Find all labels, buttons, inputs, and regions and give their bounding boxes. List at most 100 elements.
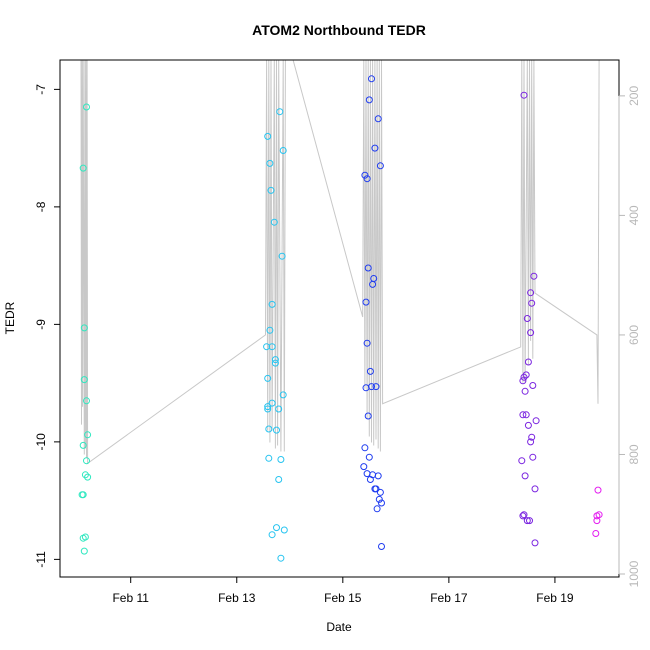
- plot-frame: [59, 59, 620, 578]
- data-point: [520, 373, 528, 381]
- data-point: [592, 530, 600, 537]
- y-axis-label: TEDR: [3, 301, 17, 334]
- x-axis-label: Date: [326, 620, 352, 634]
- y-tick-label: -10: [34, 433, 48, 451]
- data-point: [266, 326, 274, 334]
- data-point: [370, 275, 378, 282]
- y2-tick-label: 200: [627, 86, 641, 106]
- data-point: [522, 371, 530, 379]
- data-point: [373, 505, 381, 513]
- data-point: [531, 485, 539, 493]
- data-point: [364, 412, 372, 420]
- data-point: [276, 108, 284, 116]
- x-tick-label: Feb 13: [218, 591, 256, 605]
- data-point: [279, 147, 287, 154]
- data-point: [84, 431, 92, 439]
- data-point: [264, 403, 272, 411]
- x-tick-label: Feb 19: [536, 591, 574, 605]
- y2-trace-line: [80, 60, 600, 465]
- data-point: [264, 374, 272, 382]
- data-point: [593, 517, 601, 525]
- data-point: [270, 218, 278, 226]
- data-point: [266, 159, 274, 167]
- y2-tick-label: 1000: [627, 560, 641, 587]
- data-point: [80, 547, 88, 555]
- data-point: [365, 453, 373, 461]
- data-point: [527, 289, 535, 297]
- data-point: [363, 175, 371, 183]
- data-point: [365, 96, 373, 104]
- data-point: [278, 252, 286, 260]
- data-point: [264, 132, 272, 140]
- data-point: [368, 75, 375, 83]
- data-point: [80, 324, 88, 332]
- data-point: [523, 517, 531, 525]
- data-point: [524, 358, 532, 366]
- data-points-layer: [78, 75, 603, 562]
- data-point: [376, 162, 384, 170]
- data-point: [271, 359, 279, 367]
- data-point: [529, 453, 537, 461]
- y-tick-label: -8: [34, 201, 48, 212]
- data-point: [531, 539, 539, 547]
- data-point: [518, 457, 526, 465]
- y2-tick-label: 400: [627, 205, 641, 225]
- data-point: [83, 397, 90, 405]
- x-tick-label: Feb 17: [430, 591, 468, 605]
- data-point: [273, 524, 280, 532]
- data-point: [521, 387, 529, 395]
- data-point: [84, 473, 92, 481]
- data-point: [268, 531, 276, 539]
- data-point: [523, 315, 531, 322]
- data-point: [81, 471, 89, 479]
- data-point: [521, 472, 529, 480]
- data-point: [83, 103, 90, 111]
- y-tick-label: -9: [34, 319, 48, 330]
- data-point: [279, 391, 287, 399]
- data-point: [277, 554, 285, 562]
- data-point: [362, 384, 370, 392]
- data-point: [280, 526, 288, 534]
- data-point: [275, 405, 283, 413]
- data-point: [524, 421, 532, 429]
- data-point: [363, 339, 371, 347]
- data-point: [362, 298, 370, 306]
- data-point: [522, 411, 530, 419]
- data-point: [268, 399, 276, 407]
- data-point: [528, 433, 536, 441]
- data-point: [372, 485, 380, 493]
- y2-tick-label: 800: [627, 444, 641, 464]
- data-point: [375, 495, 383, 503]
- x-tick-label: Feb 15: [324, 591, 362, 605]
- data-point: [79, 441, 87, 449]
- data-point: [371, 144, 379, 152]
- data-point: [361, 171, 369, 179]
- data-point: [267, 186, 275, 194]
- y-tick-label: -7: [34, 84, 48, 95]
- data-point: [83, 457, 90, 465]
- data-point: [526, 517, 533, 525]
- data-point: [265, 454, 273, 462]
- data-point: [366, 367, 374, 375]
- data-point: [532, 417, 540, 425]
- data-point: [264, 405, 272, 413]
- data-point: [519, 411, 527, 419]
- chart-title: ATOM2 Northbound TEDR: [252, 22, 426, 38]
- data-point: [376, 488, 384, 496]
- data-point: [372, 383, 380, 391]
- data-point: [529, 382, 537, 389]
- data-point: [368, 383, 375, 391]
- data-point: [378, 543, 385, 550]
- data-point: [268, 343, 276, 351]
- data-point: [378, 499, 385, 507]
- data-point: [80, 376, 88, 384]
- y2-tick-label: 600: [627, 325, 641, 345]
- data-point: [519, 377, 527, 385]
- data-point: [374, 115, 382, 123]
- data-point: [360, 463, 368, 471]
- data-point: [519, 512, 527, 520]
- data-point: [527, 329, 535, 337]
- data-point: [530, 272, 538, 280]
- data-point: [271, 356, 279, 364]
